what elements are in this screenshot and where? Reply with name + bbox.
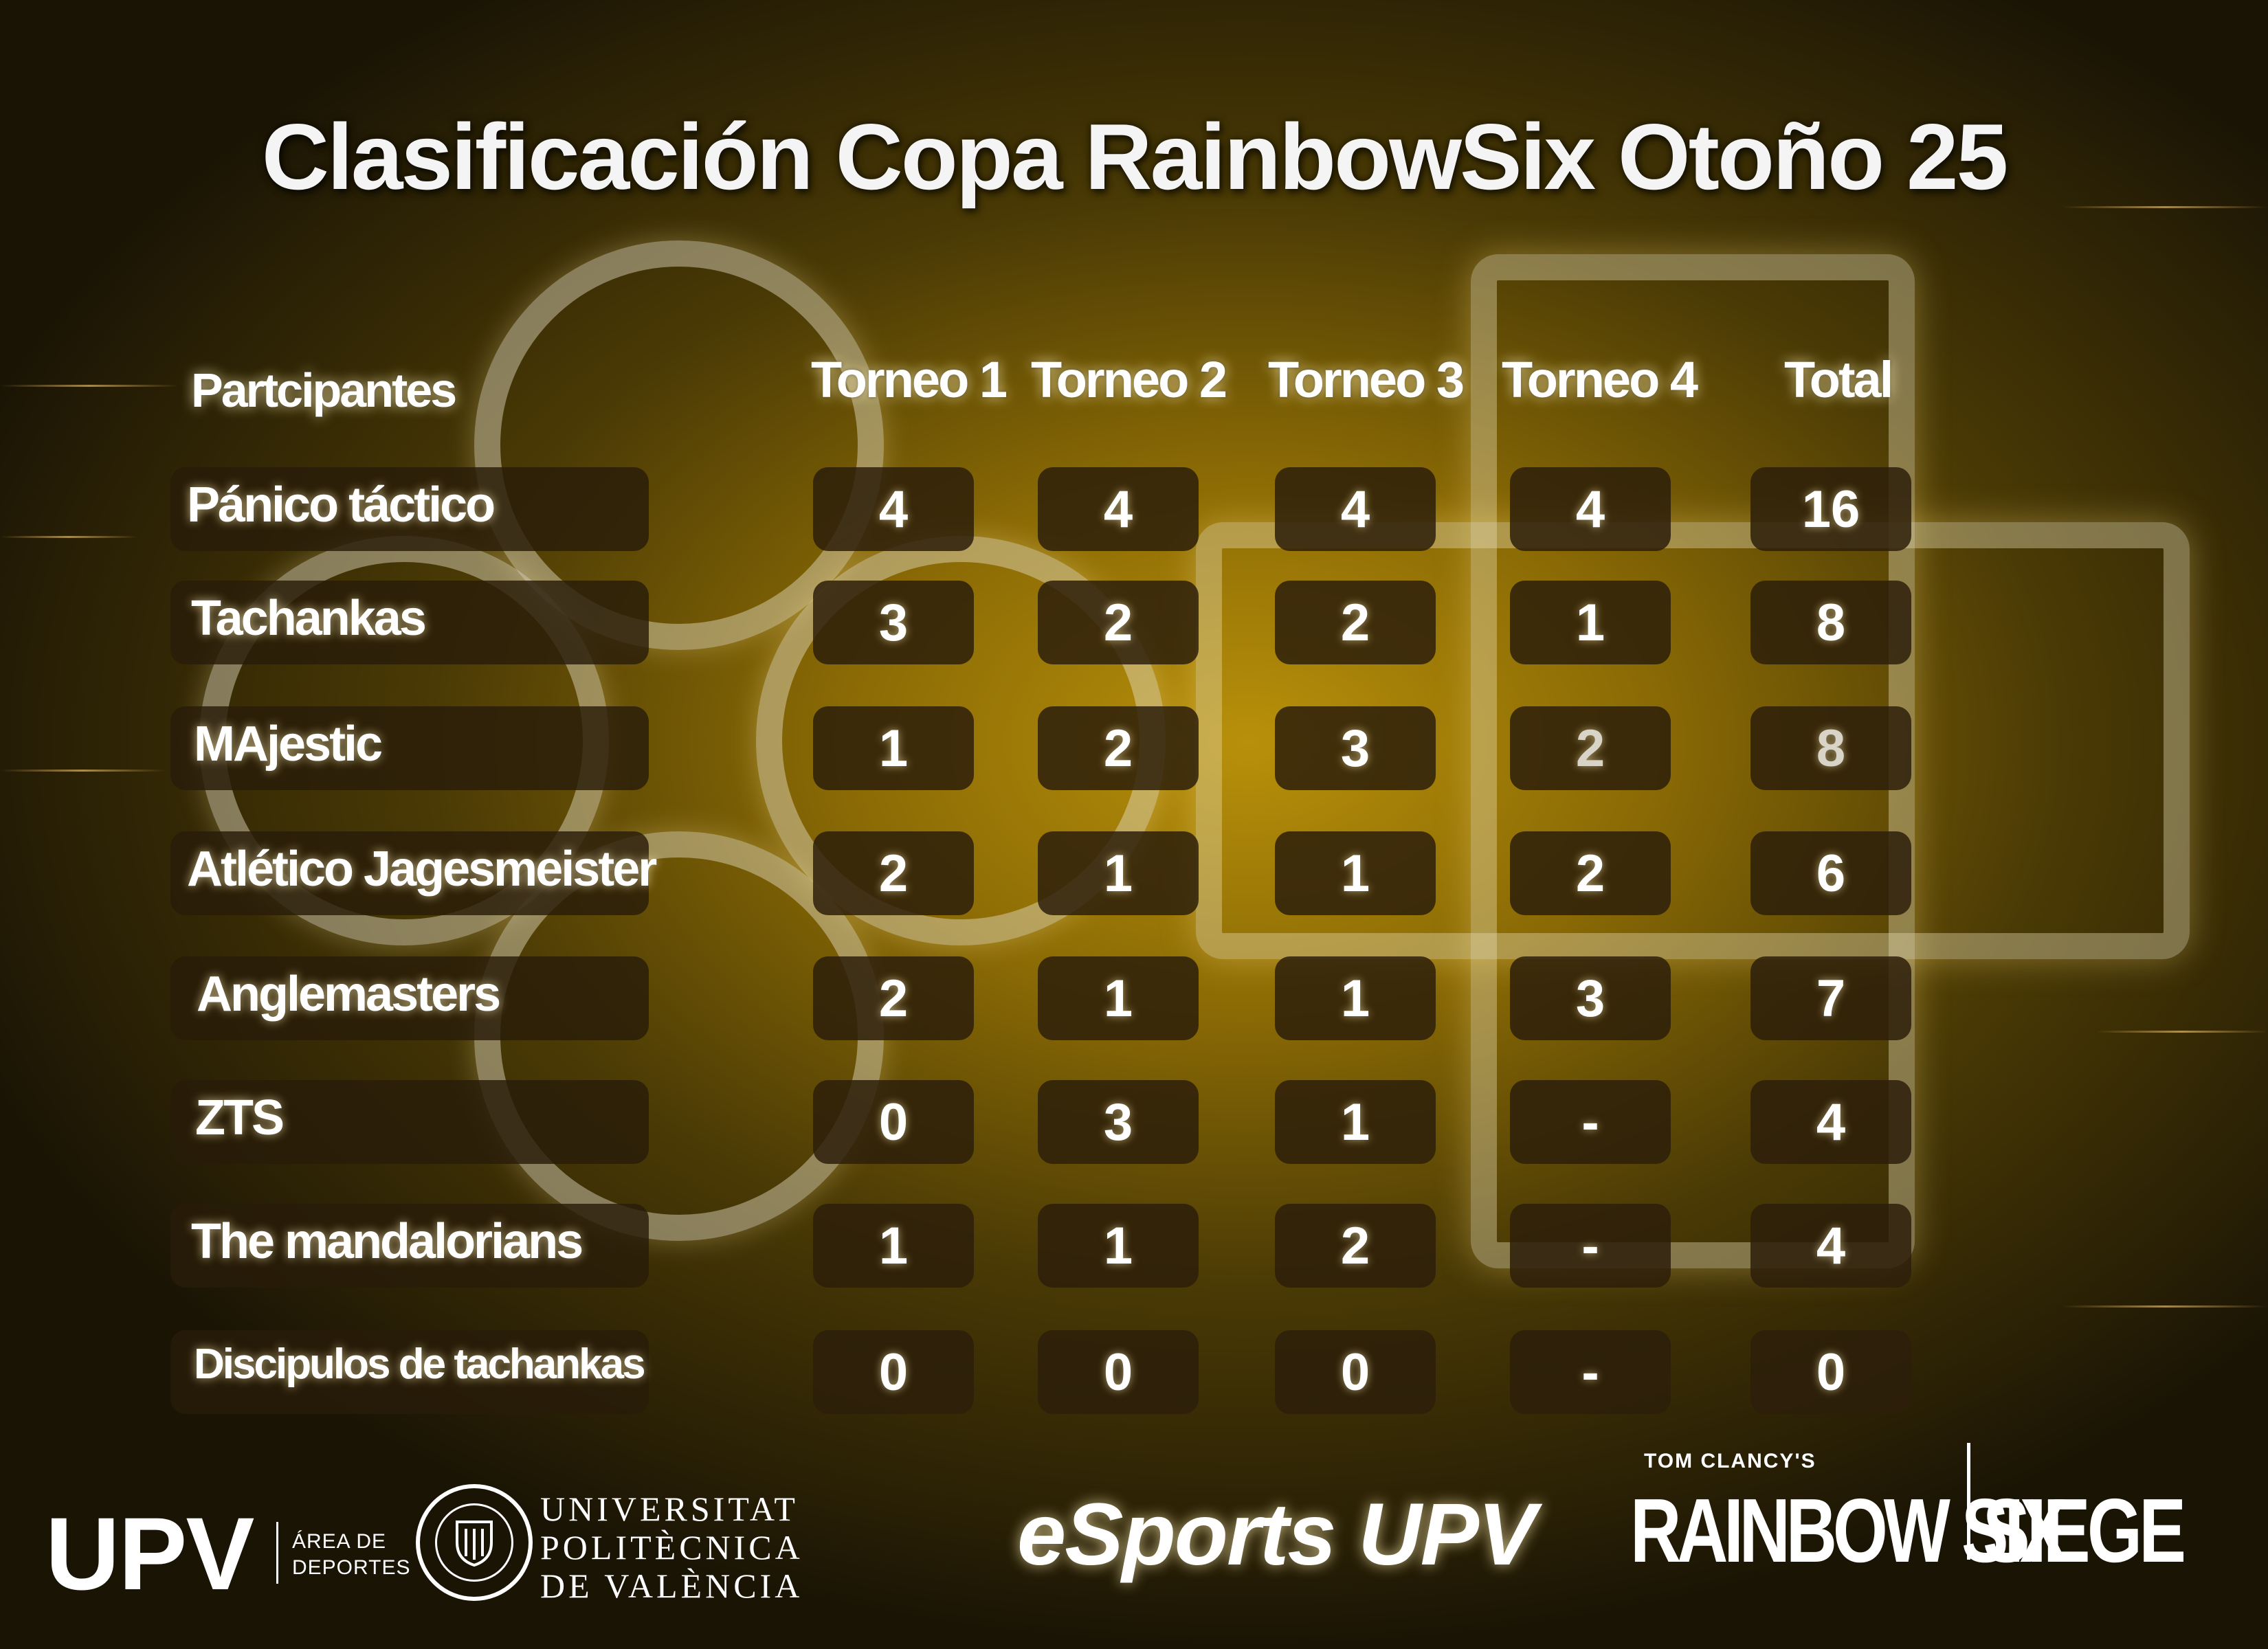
score-cell-t3: 2 [1275, 1204, 1436, 1288]
score-cell-t3: 1 [1275, 1080, 1436, 1164]
total-cell: 4 [1750, 1204, 1911, 1288]
score-cell-t4: 1 [1510, 581, 1671, 664]
total-cell: 8 [1750, 581, 1911, 664]
score-cell-t1: 1 [813, 1204, 974, 1288]
score-cell-t1: 0 [813, 1080, 974, 1164]
light-streak [0, 385, 179, 387]
score-cell-t1: 2 [813, 956, 974, 1040]
univ-line-1: UNIVERSITAT [540, 1490, 799, 1528]
participant-name-box [170, 831, 649, 915]
header-torneo-1: Torneo 1 [811, 351, 1008, 408]
score-cell-t4: - [1510, 1204, 1671, 1288]
total-cell: 16 [1750, 467, 1911, 551]
score-cell-t2: 2 [1038, 581, 1199, 664]
participant-name-box [170, 1330, 649, 1414]
score-cell-t2: 1 [1038, 1204, 1199, 1288]
score-cell-t2: 3 [1038, 1080, 1199, 1164]
score-cell-t2: 0 [1038, 1330, 1199, 1414]
participant-name: ZTS [195, 1090, 285, 1145]
score-cell-t4: 2 [1510, 831, 1671, 915]
total-cell: 8 [1750, 706, 1911, 790]
score-cell-t1: 3 [813, 581, 974, 664]
score-cell-t2: 2 [1038, 706, 1199, 790]
participant-name: Tachankas [191, 591, 427, 646]
seal-shield-icon [435, 1503, 513, 1582]
participant-name: Pánico táctico [187, 478, 496, 532]
logo-divider [276, 1522, 278, 1584]
light-streak [0, 770, 165, 772]
participant-name: MAjestic [194, 717, 383, 772]
score-cell-t3: 1 [1275, 831, 1436, 915]
university-name: UNIVERSITAT POLITÈCNICA DE VALÈNCIA [540, 1490, 803, 1605]
score-cell-t4: 2 [1510, 706, 1671, 790]
upv-logo: UPV [45, 1496, 254, 1611]
univ-line-2: POLITÈCNICA [540, 1528, 803, 1567]
area-line-1: ÁREA DE [292, 1530, 387, 1553]
total-cell: 0 [1750, 1330, 1911, 1414]
siege-logo: SIEGE [1983, 1480, 2186, 1581]
score-cell-t2: 1 [1038, 831, 1199, 915]
participant-name: Discipulos de tachankas [194, 1340, 646, 1388]
participant-name-box [170, 956, 649, 1040]
area-deportes-label: ÁREA DE DEPORTES [292, 1529, 411, 1581]
participant-name-box [170, 467, 649, 551]
total-cell: 6 [1750, 831, 1911, 915]
header-torneo-2: Torneo 2 [1031, 351, 1227, 408]
score-cell-t2: 1 [1038, 956, 1199, 1040]
score-cell-t2: 4 [1038, 467, 1199, 551]
score-cell-t3: 2 [1275, 581, 1436, 664]
light-streak [0, 536, 137, 538]
score-cell-t3: 1 [1275, 956, 1436, 1040]
participant-name-box [170, 706, 649, 790]
score-cell-t4: 3 [1510, 956, 1671, 1040]
score-cell-t1: 4 [813, 467, 974, 551]
header-total: Total [1784, 351, 1893, 408]
score-cell-t3: 0 [1275, 1330, 1436, 1414]
rainbow-six-logo: RAINBOW SIX [1630, 1480, 2067, 1581]
university-seal-icon [416, 1484, 533, 1601]
univ-line-3: DE VALÈNCIA [540, 1567, 803, 1605]
header-participants: Partcipantes [191, 363, 457, 417]
participant-name: Anglemasters [197, 967, 501, 1022]
participant-name: The mandalorians [191, 1214, 583, 1269]
participant-name: Atlético Jagesmeister [187, 842, 657, 897]
header-torneo-4: Torneo 4 [1502, 351, 1698, 408]
score-cell-t3: 4 [1275, 467, 1436, 551]
participant-name-box [170, 1080, 649, 1164]
score-cell-t3: 3 [1275, 706, 1436, 790]
light-streak [2062, 206, 2268, 208]
score-cell-t4: - [1510, 1080, 1671, 1164]
header-torneo-3: Torneo 3 [1268, 351, 1465, 408]
total-cell: 4 [1750, 1080, 1911, 1164]
light-streak [2062, 1305, 2268, 1308]
score-cell-t1: 0 [813, 1330, 974, 1414]
participant-name-box [170, 581, 649, 664]
esports-upv-logo: eSports UPV [1017, 1485, 1536, 1584]
score-cell-t1: 2 [813, 831, 974, 915]
participant-name-box [170, 1204, 649, 1288]
light-streak [2096, 1031, 2268, 1033]
page-title: Clasificación Copa RainbowSix Otoño 25 [261, 104, 2008, 209]
tom-clancys-label: TOM CLANCY'S [1644, 1450, 1816, 1472]
score-cell-t4: 4 [1510, 467, 1671, 551]
area-line-2: DEPORTES [292, 1556, 411, 1579]
score-cell-t4: - [1510, 1330, 1671, 1414]
score-cell-t1: 1 [813, 706, 974, 790]
siege-divider [1967, 1443, 1970, 1560]
total-cell: 7 [1750, 956, 1911, 1040]
